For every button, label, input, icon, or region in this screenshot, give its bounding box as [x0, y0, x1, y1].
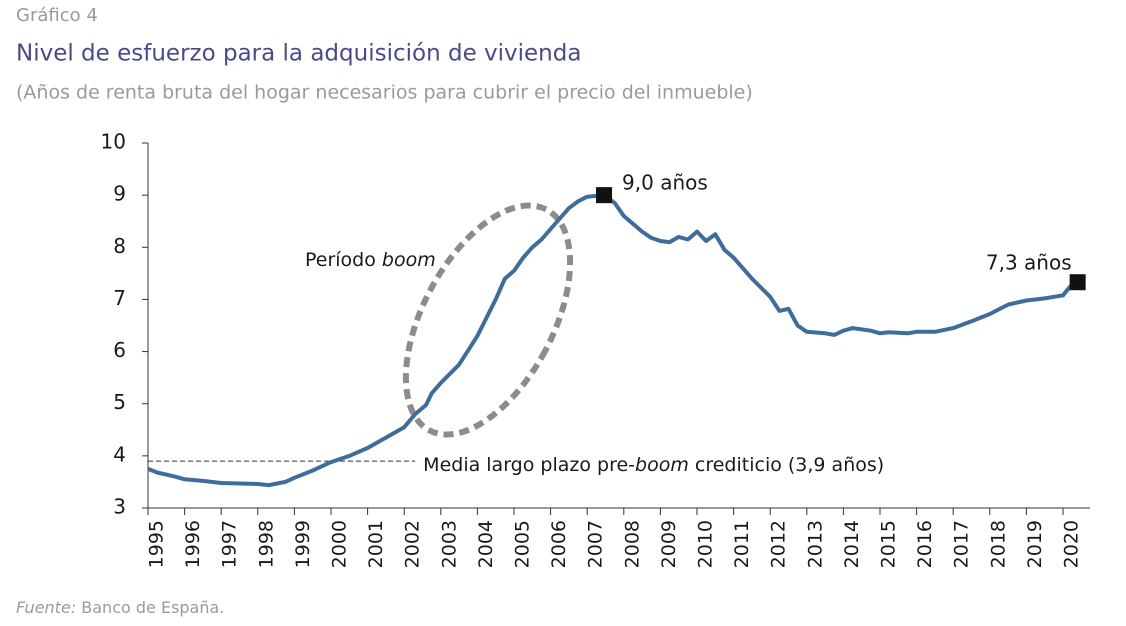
source-text: Banco de España. [76, 598, 224, 617]
chart-title: Nivel de esfuerzo para la adquisición de… [16, 41, 581, 67]
y-tick-label: 10 [101, 130, 126, 154]
reference-label: Media largo plazo pre-boom crediticio (3… [423, 454, 884, 476]
x-tick-label: 2018 [987, 520, 1009, 568]
reference-label-part: boom [635, 454, 689, 476]
boom-label-part: Período [305, 249, 382, 271]
x-tick-label: 2009 [658, 520, 680, 568]
x-tick-label: 2004 [475, 520, 497, 568]
x-tick-label: 2010 [695, 520, 717, 568]
y-tick-label: 3 [113, 495, 126, 519]
marker-label: 9,0 años [622, 171, 708, 195]
source: Fuente: Banco de España. [16, 598, 224, 617]
peak-marker [1069, 274, 1086, 291]
x-tick-label: 1999 [292, 520, 314, 568]
y-tick-label: 5 [113, 390, 126, 414]
x-tick-label: 2017 [951, 520, 973, 568]
x-tick-label: 2016 [914, 520, 936, 568]
x-tick-label: 2001 [365, 520, 387, 568]
x-tick-label: 2005 [512, 520, 534, 568]
x-tick-label: 2006 [548, 520, 570, 568]
boom-label: Período boom [305, 249, 436, 271]
y-tick-label: 6 [113, 338, 126, 362]
reference-label-part: crediticio (3,9 años) [689, 454, 884, 476]
x-tick-label: 2008 [621, 520, 643, 568]
y-tick-label: 4 [113, 442, 126, 466]
x-tick-label: 2000 [329, 520, 351, 568]
source-label: Fuente: [16, 598, 76, 617]
peak-marker [596, 187, 613, 204]
y-tick-label: 8 [113, 234, 126, 258]
x-tick-label: 2012 [768, 520, 790, 568]
x-tick-label: 2002 [402, 520, 424, 568]
x-tick-label: 1996 [182, 520, 204, 568]
x-tick-label: 2007 [585, 520, 607, 568]
y-tick-label: 7 [113, 286, 126, 310]
x-tick-label: 2020 [1061, 520, 1083, 568]
data-line [147, 193, 1079, 488]
x-tick-label: 2015 [878, 520, 900, 568]
x-tick-label: 1997 [219, 520, 241, 568]
marker-label: 7,3 años [986, 251, 1072, 275]
x-tick-label: 2013 [804, 520, 826, 568]
chart-subtitle: (Años de renta bruta del hogar necesario… [16, 82, 753, 104]
y-tick-label: 9 [113, 182, 126, 206]
boom-ellipse [402, 202, 574, 438]
kicker: Gráfico 4 [16, 5, 98, 26]
x-tick-label: 2019 [1024, 520, 1046, 568]
x-tick-label: 1995 [146, 520, 168, 568]
reference-label-part: Media largo plazo pre- [423, 454, 635, 476]
boom-label-part: boom [382, 249, 436, 271]
x-tick-label: 2014 [841, 520, 863, 568]
x-tick-label: 2011 [731, 520, 753, 568]
x-tick-label: 1998 [255, 520, 277, 568]
x-tick-label: 2003 [438, 520, 460, 568]
